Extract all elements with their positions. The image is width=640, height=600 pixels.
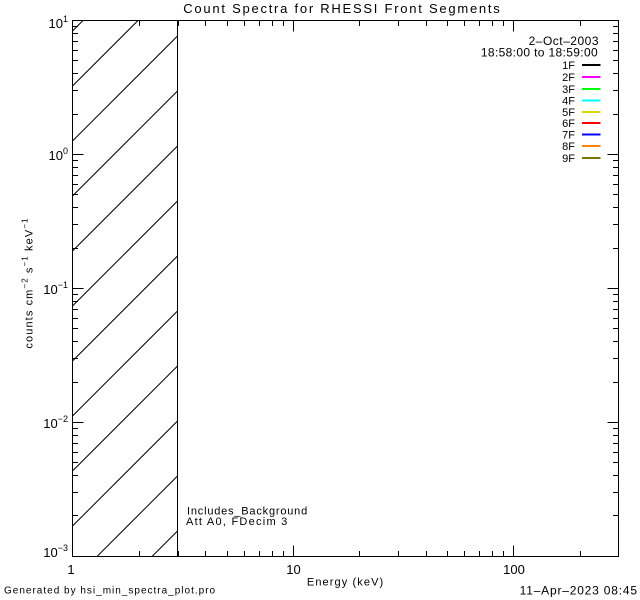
svg-text:Count Spectra for RHESSI Front: Count Spectra for RHESSI Front Segments: [183, 1, 501, 16]
svg-text:2–Oct–2003: 2–Oct–2003: [529, 34, 599, 48]
svg-text:2F: 2F: [562, 72, 575, 84]
svg-text:Generated by hsi_min_spectra_p: Generated by hsi_min_spectra_plot.pro: [4, 586, 216, 597]
svg-text:counts cm−2 s−1 keV−1: counts cm−2 s−1 keV−1: [21, 217, 36, 348]
svg-text:6F: 6F: [562, 118, 575, 130]
svg-text:5F: 5F: [562, 107, 575, 119]
svg-text:Includes_Background: Includes_Background: [187, 506, 308, 518]
svg-text:9F: 9F: [562, 153, 575, 165]
svg-text:1: 1: [67, 562, 74, 577]
svg-text:3F: 3F: [562, 84, 575, 96]
svg-text:7F: 7F: [562, 129, 575, 141]
svg-text:100: 100: [503, 562, 525, 577]
svg-text:1F: 1F: [562, 60, 575, 72]
svg-text:4F: 4F: [562, 95, 575, 107]
svg-text:18:58:00 to 18:59:00: 18:58:00 to 18:59:00: [481, 46, 598, 60]
svg-text:11–Apr–2023 08:45: 11–Apr–2023 08:45: [520, 584, 638, 598]
svg-text:8F: 8F: [562, 141, 575, 153]
svg-text:10: 10: [286, 562, 300, 577]
svg-text:Energy (keV): Energy (keV): [307, 577, 384, 589]
svg-text:Att A0, FDecim 3: Att A0, FDecim 3: [186, 516, 289, 528]
